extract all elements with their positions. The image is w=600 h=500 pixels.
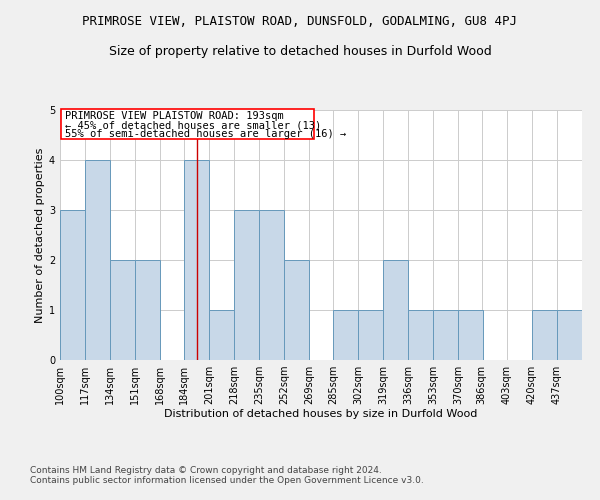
Bar [234,210,259,360]
Bar [433,310,458,360]
Text: PRIMROSE VIEW, PLAISTOW ROAD, DUNSFOLD, GODALMING, GU8 4PJ: PRIMROSE VIEW, PLAISTOW ROAD, DUNSFOLD, … [83,15,517,28]
FancyBboxPatch shape [61,109,314,139]
Bar [259,210,284,360]
Bar [532,310,557,360]
Bar [458,310,483,360]
Text: ← 45% of detached houses are smaller (13): ← 45% of detached houses are smaller (13… [65,120,322,130]
Bar [110,260,135,360]
Bar [85,160,110,360]
Bar [60,210,85,360]
Bar [383,260,408,360]
Y-axis label: Number of detached properties: Number of detached properties [35,148,45,322]
Bar [358,310,383,360]
Bar [557,310,582,360]
Bar [333,310,358,360]
Text: Contains HM Land Registry data © Crown copyright and database right 2024.
Contai: Contains HM Land Registry data © Crown c… [30,466,424,485]
Bar [184,160,209,360]
Bar [135,260,160,360]
Text: PRIMROSE VIEW PLAISTOW ROAD: 193sqm: PRIMROSE VIEW PLAISTOW ROAD: 193sqm [65,111,284,121]
Bar [284,260,309,360]
Bar [408,310,433,360]
Text: 55% of semi-detached houses are larger (16) →: 55% of semi-detached houses are larger (… [65,129,346,139]
Bar [209,310,234,360]
Text: Size of property relative to detached houses in Durfold Wood: Size of property relative to detached ho… [109,45,491,58]
X-axis label: Distribution of detached houses by size in Durfold Wood: Distribution of detached houses by size … [164,408,478,418]
